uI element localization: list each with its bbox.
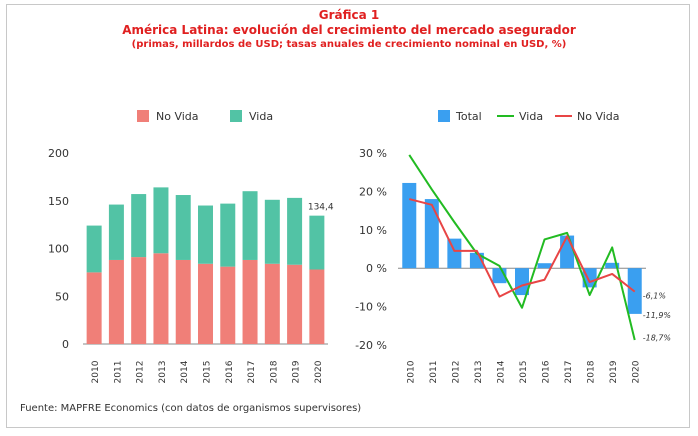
left-xtick-label: 2015 bbox=[203, 361, 213, 384]
right-ytick-label: 10 % bbox=[359, 224, 387, 237]
chart-note: (primas, millardos de USD; tasas anuales… bbox=[131, 39, 567, 50]
chart-title: Gráfica 1 bbox=[318, 8, 380, 22]
bar-total-2017 bbox=[560, 235, 575, 269]
right-xtick-label: 2019 bbox=[609, 360, 619, 383]
right-xtick-label: 2010 bbox=[406, 360, 416, 383]
left-xtick-label: 2017 bbox=[247, 361, 257, 384]
bar-no-vida-2010 bbox=[86, 272, 102, 344]
right-ytick-label: 20 % bbox=[359, 185, 387, 198]
legend-label-vida: Vida bbox=[249, 110, 273, 123]
legend-swatch-total bbox=[438, 110, 450, 122]
end-label-vida: -18,7% bbox=[643, 334, 671, 343]
legend-label-total: Total bbox=[455, 110, 482, 123]
legend-swatch-no-vida bbox=[137, 110, 149, 122]
source-note: Fuente: MAPFRE Economics (con datos de o… bbox=[20, 403, 362, 414]
bar-vida-2010 bbox=[86, 225, 102, 273]
right-xtick-label: 2013 bbox=[474, 361, 484, 384]
bar-no-vida-2014 bbox=[175, 259, 191, 344]
bar-vida-2014 bbox=[175, 195, 191, 260]
line-vida bbox=[408, 154, 636, 341]
left-ytick-label: 150 bbox=[48, 195, 69, 208]
right-xtick-label: 2020 bbox=[632, 360, 642, 383]
bar-no-vida-2018 bbox=[264, 263, 280, 344]
bar-vida-2012 bbox=[131, 194, 147, 258]
left-xtick-label: 2014 bbox=[180, 360, 190, 383]
left-xtick-label: 2013 bbox=[158, 361, 168, 384]
left-ytick-label: 0 bbox=[62, 338, 69, 351]
right-xtick-label: 2011 bbox=[429, 361, 439, 384]
chart-frame bbox=[6, 4, 690, 428]
legend-label-vida-line: Vida bbox=[519, 110, 543, 123]
end-label-total: -11,9% bbox=[643, 311, 671, 320]
bar-vida-2020 bbox=[309, 215, 325, 270]
data-label-2020: 134,4 bbox=[308, 203, 334, 213]
bar-no-vida-2012 bbox=[131, 257, 147, 344]
left-xtick-label: 2019 bbox=[292, 360, 302, 383]
bar-total-2019 bbox=[605, 262, 620, 269]
bar-vida-2019 bbox=[287, 197, 303, 265]
bar-vida-2015 bbox=[198, 205, 213, 264]
right-xtick-label: 2016 bbox=[542, 360, 552, 383]
bar-no-vida-2016 bbox=[220, 266, 236, 344]
bar-no-vida-2013 bbox=[153, 253, 169, 344]
left-xtick-label: 2020 bbox=[314, 360, 324, 383]
right-xtick-label: 2015 bbox=[519, 361, 529, 384]
left-xtick-label: 2010 bbox=[91, 360, 101, 383]
left-ytick-label: 200 bbox=[48, 147, 69, 160]
bar-no-vida-2017 bbox=[242, 259, 258, 344]
bar-vida-2016 bbox=[220, 203, 236, 267]
title-block: Gráfica 1 América Latina: evolución del … bbox=[0, 8, 698, 52]
bar-total-2011 bbox=[424, 199, 439, 269]
bar-total-2015 bbox=[515, 268, 529, 296]
legend-label-no-vida-line: No Vida bbox=[577, 110, 620, 123]
right-ytick-label: 0 % bbox=[366, 262, 387, 275]
bar-no-vida-2011 bbox=[108, 259, 124, 344]
right-ytick-label: -20 % bbox=[355, 339, 387, 352]
right-xtick-label: 2012 bbox=[451, 361, 461, 384]
bar-vida-2018 bbox=[264, 199, 280, 264]
left-xtick-label: 2018 bbox=[269, 360, 279, 383]
end-label-no-vida: -6,1% bbox=[643, 291, 666, 300]
line-no-vida bbox=[409, 198, 636, 298]
chart-subtitle: América Latina: evolución del crecimient… bbox=[122, 23, 576, 37]
right-ytick-label: 30 % bbox=[359, 147, 387, 160]
bar-vida-2011 bbox=[108, 204, 124, 260]
right-ytick-label: -10 % bbox=[355, 301, 387, 314]
left-xtick-label: 2016 bbox=[225, 360, 235, 383]
legend-swatch-vida bbox=[230, 110, 242, 122]
left-ytick-label: 50 bbox=[55, 290, 69, 303]
right-xtick-label: 2017 bbox=[564, 361, 574, 384]
bar-total-2010 bbox=[402, 182, 417, 269]
legend-label-no-vida: No Vida bbox=[156, 110, 199, 123]
bar-vida-2017 bbox=[242, 191, 258, 260]
bar-no-vida-2020 bbox=[309, 269, 325, 344]
right-xtick-label: 2018 bbox=[587, 360, 597, 383]
bar-vida-2013 bbox=[153, 187, 169, 254]
left-xtick-label: 2012 bbox=[136, 361, 146, 384]
left-ytick-label: 100 bbox=[48, 243, 69, 256]
bar-total-2016 bbox=[537, 263, 552, 269]
left-xtick-label: 2011 bbox=[113, 361, 123, 384]
right-xtick-label: 2014 bbox=[496, 360, 506, 383]
bar-no-vida-2019 bbox=[287, 264, 303, 344]
bar-no-vida-2015 bbox=[198, 263, 213, 344]
